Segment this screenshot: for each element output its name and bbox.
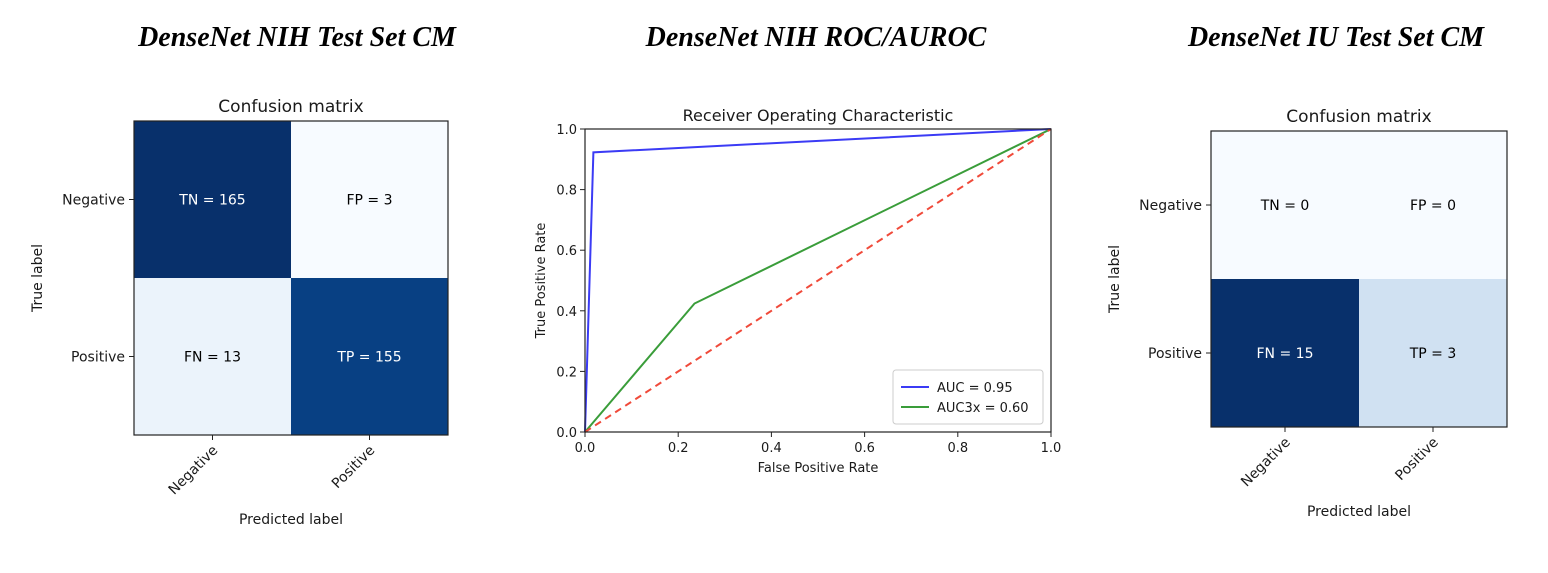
nih-cm-cell-label-r1-c0: FN = 13 [184, 350, 241, 366]
nih-roc-xtick-label-1: 0.2 [668, 441, 689, 456]
nih-cm-cell-r0-c1 [291, 121, 448, 278]
nih-cm-title: Confusion matrix [218, 97, 363, 117]
nih-roc-frame [584, 128, 1052, 433]
iu-cm-ytick-label-0: Negative [1139, 198, 1202, 214]
nih-roc-xtick-label-2: 0.4 [761, 441, 782, 456]
iu-cm-cell-r1-c1 [1359, 279, 1507, 427]
nih-roc-ytick-label-2: 0.4 [556, 305, 577, 320]
legend-label-auc3x: AUC3x = 0.60 [937, 401, 1029, 416]
legend-label-auc: AUC = 0.95 [937, 381, 1013, 396]
iu-cm-xtick-label-1: Positive [1392, 435, 1441, 484]
nih-roc-xtick-label-4: 0.8 [947, 441, 968, 456]
chance-diagonal-line [584, 128, 1052, 433]
nih-roc-ytick-label-3: 0.6 [556, 244, 577, 259]
nih-roc-xtick-label-5: 1.0 [1041, 441, 1062, 456]
nih-roc-ytick-label-5: 1.0 [556, 123, 577, 138]
iu-cm-cell-label-r1-c0: FN = 15 [1257, 346, 1314, 362]
iu-cm-ylabel: True label [1107, 245, 1123, 314]
iu-cm-ytick-label-1: Positive [1148, 346, 1202, 362]
panel-title-nih-cm: DenseNet NIH Test Set CM [138, 22, 456, 53]
nih-cm-ytick-label-0: Negative [62, 193, 125, 209]
iu-cm-cell-r0-c1 [1359, 131, 1507, 279]
iu-cm-cell-label-r0-c1: FP = 0 [1410, 198, 1456, 214]
iu-cm-title: Confusion matrix [1286, 107, 1431, 127]
panel-title-iu-cm: DenseNet IU Test Set CM [1187, 22, 1485, 53]
nih-roc-xtick-label-0: 0.0 [575, 441, 596, 456]
nih-roc-ylabel: True Positive Rate [534, 223, 549, 340]
iu-cm-xlabel: Predicted label [1307, 504, 1411, 520]
nih-cm-cell-label-r0-c0: TN = 165 [178, 193, 245, 209]
nih-roc-ytick-label-0: 0.0 [556, 426, 577, 441]
panel-title-nih-roc: DenseNet NIH ROC/AUROC [645, 22, 987, 53]
nih-roc-ytick-label-4: 0.8 [556, 184, 577, 199]
nih-cm-ytick-label-1: Positive [71, 350, 125, 366]
iu-cm-cell-r0-c0 [1211, 131, 1359, 279]
nih-cm-cell-label-r1-c1: TP = 155 [336, 350, 401, 366]
nih-cm-frame [133, 120, 449, 436]
series-line-auc3x [584, 128, 1052, 433]
nih-cm-xtick-label-1: Positive [329, 443, 378, 492]
nih-cm-cell-r1-c0 [134, 278, 291, 435]
iu-cm-cell-r1-c0 [1211, 279, 1359, 427]
nih-cm-xlabel: Predicted label [239, 512, 343, 528]
series-line-auc [584, 128, 1052, 433]
nih-cm-cell-label-r0-c1: FP = 3 [346, 193, 392, 209]
nih-roc-xlabel: False Positive Rate [758, 461, 879, 476]
iu-cm-xtick-label-0: Negative [1238, 435, 1294, 491]
nih-cm-cell-r1-c1 [291, 278, 448, 435]
iu-cm-cell-label-r1-c1: TP = 3 [1409, 346, 1457, 362]
iu-cm-frame [1210, 130, 1508, 428]
nih-cm-cell-r0-c0 [134, 121, 291, 278]
nih-roc-title: Receiver Operating Characteristic [683, 106, 954, 125]
nih-cm-xtick-label-0: Negative [166, 443, 222, 499]
nih-roc-legend-box [892, 369, 1044, 425]
nih-roc-xtick-label-3: 0.6 [854, 441, 875, 456]
nih-roc-ytick-label-1: 0.2 [556, 365, 577, 380]
nih-cm-ylabel: True label [30, 244, 46, 313]
iu-cm-cell-label-r0-c0: TN = 0 [1260, 198, 1310, 214]
